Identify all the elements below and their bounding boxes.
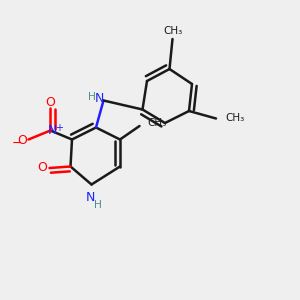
Text: O: O: [46, 95, 55, 109]
Text: +: +: [55, 123, 63, 133]
Text: −: −: [12, 136, 22, 150]
Text: CH₃: CH₃: [163, 26, 182, 37]
Text: N: N: [48, 124, 58, 137]
Text: H: H: [94, 200, 102, 210]
Text: N: N: [94, 92, 104, 106]
Text: N: N: [86, 190, 96, 204]
Text: O: O: [17, 134, 27, 147]
Text: H: H: [88, 92, 95, 102]
Text: CH₃: CH₃: [147, 118, 166, 128]
Text: O: O: [37, 161, 47, 174]
Text: CH₃: CH₃: [225, 113, 244, 123]
